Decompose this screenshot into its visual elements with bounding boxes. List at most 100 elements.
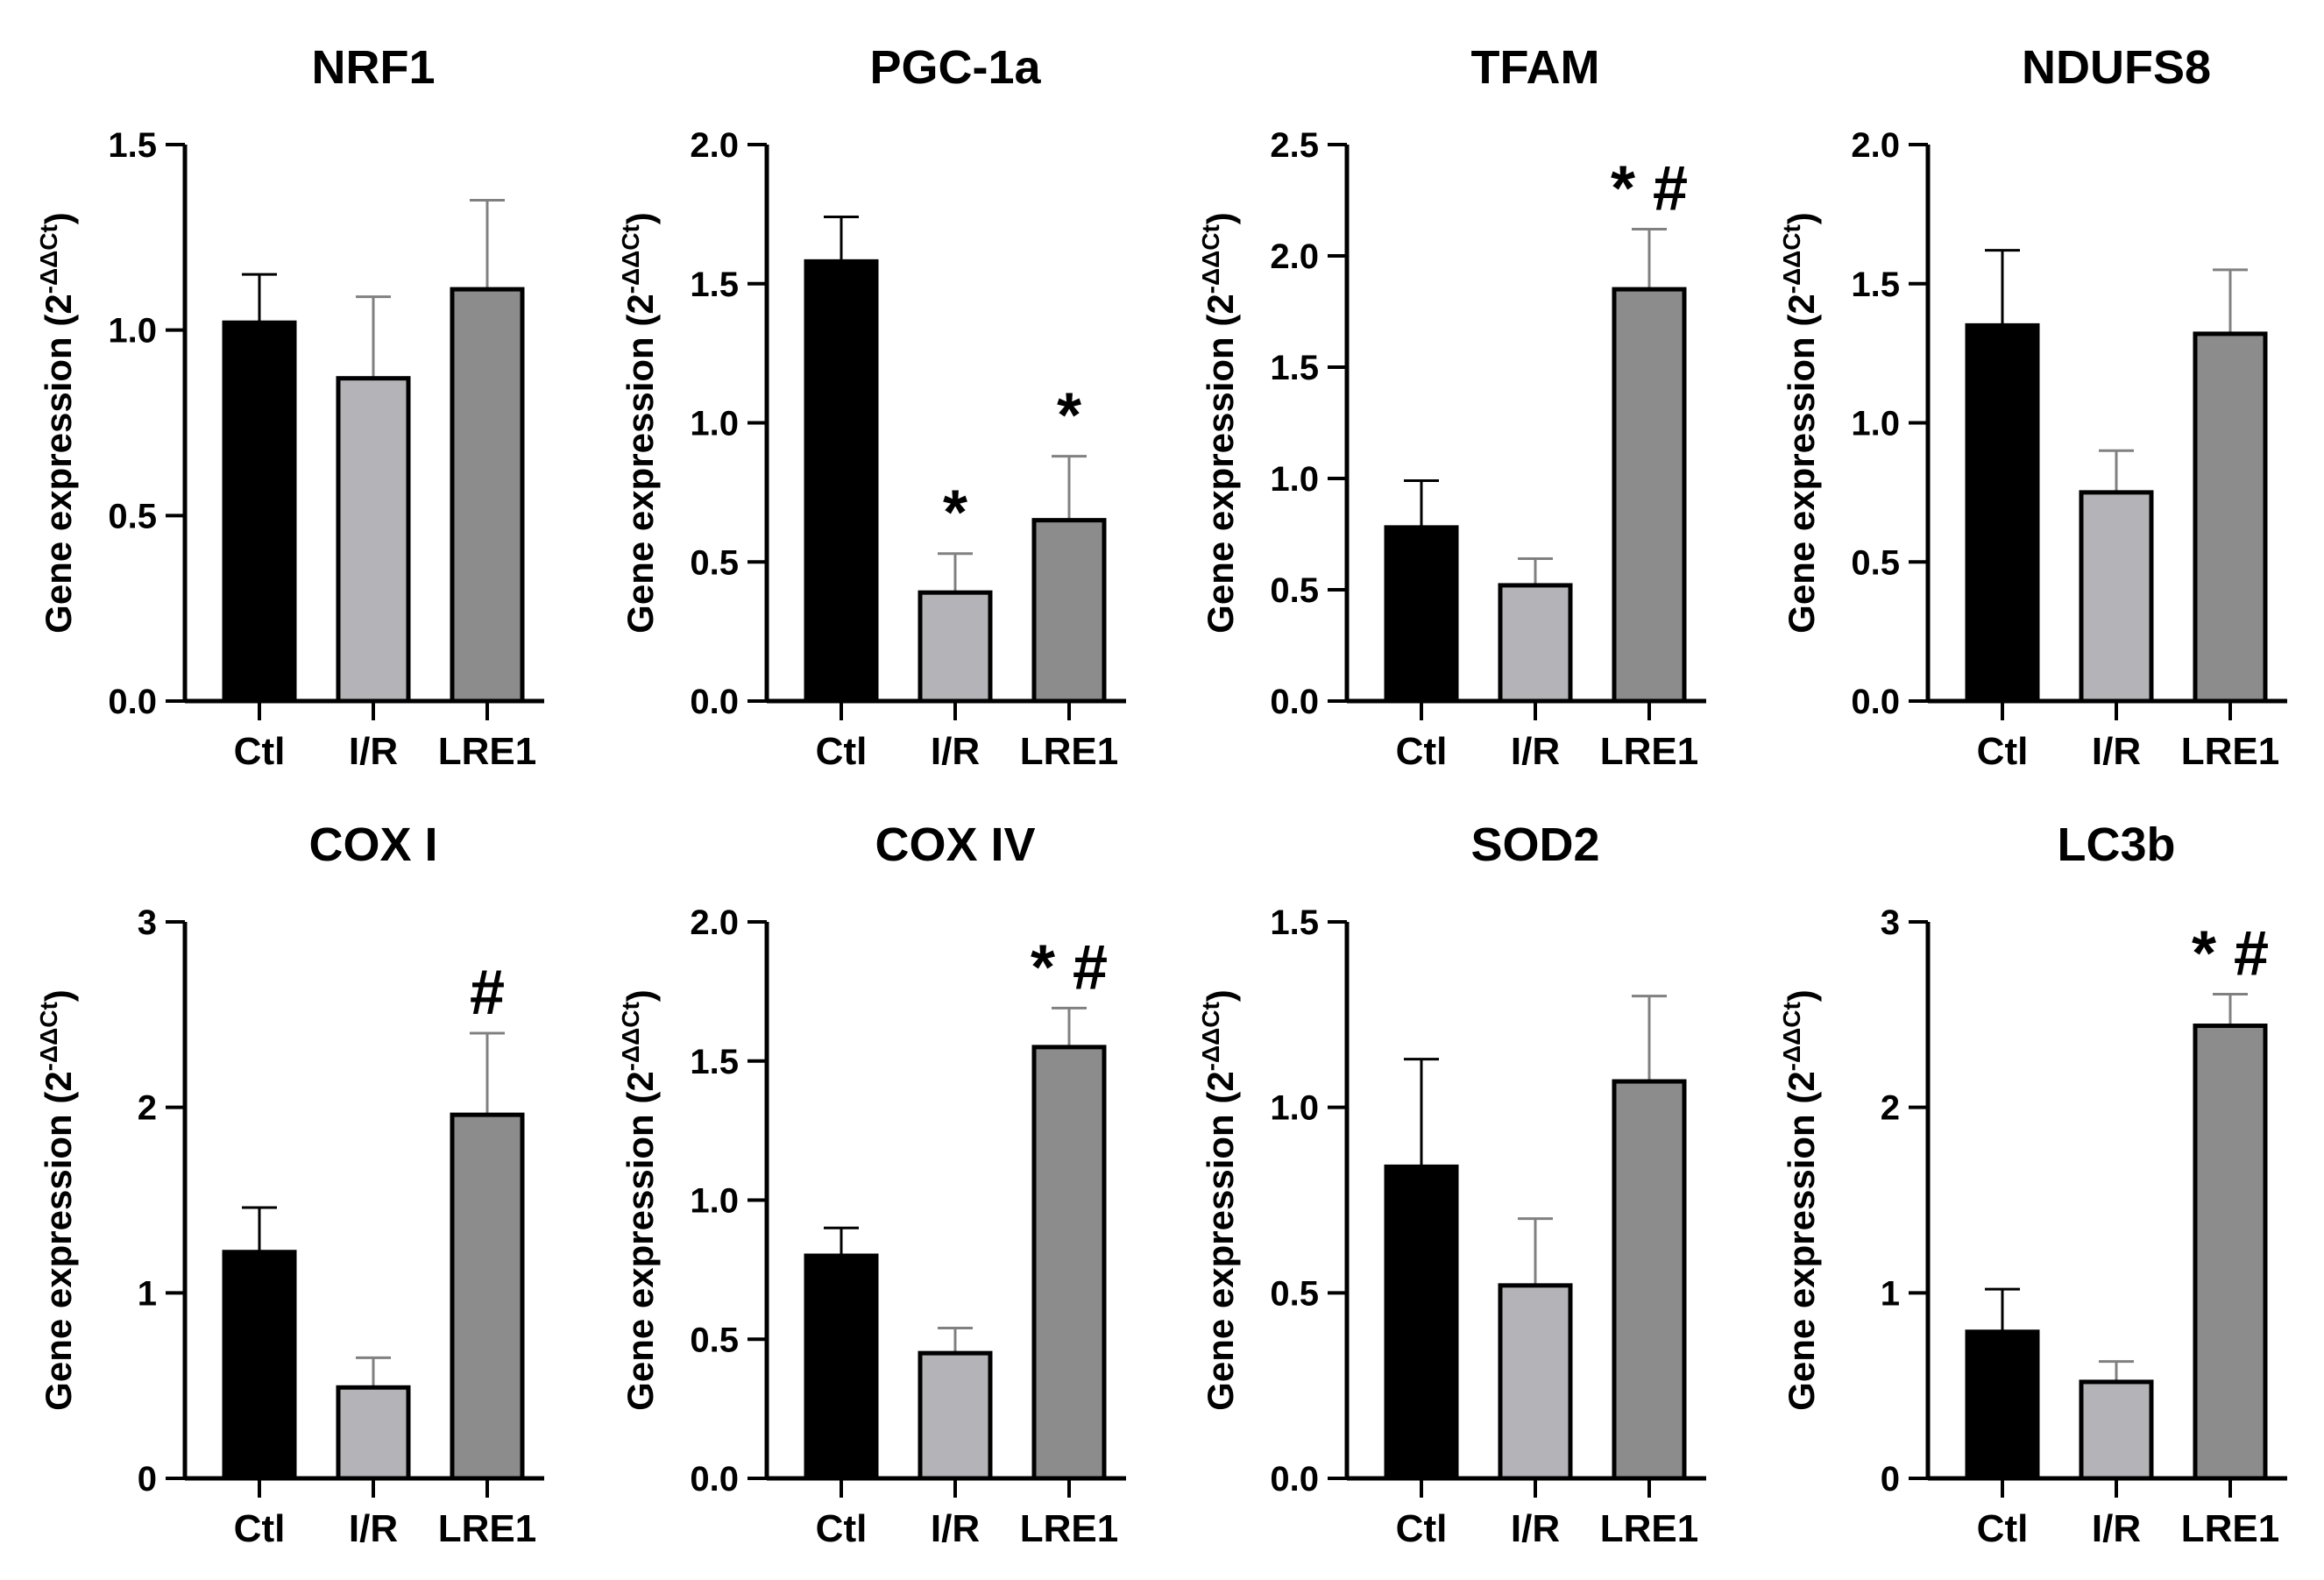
chart-title: COX I [308,818,437,871]
y-tick-label: 0.5 [1270,571,1319,610]
y-axis-label: Gene expression (2-ΔΔCt) [1197,212,1241,634]
y-tick-label: 0.5 [1851,543,1900,582]
y-tick-label: 0.5 [690,543,739,582]
y-tick-label: 1.0 [690,1182,739,1221]
chart-panel-4: NDUFS8 Gene expression (2-ΔΔCt) Ctl I/R LRE1… [1778,41,2287,773]
y-tick-label: 1.5 [690,266,739,304]
category-label: Ctl [1396,730,1448,773]
y-tick-label: 1.5 [1270,903,1319,942]
category-label: I/R [1511,1507,1560,1550]
bar-LRE1 [1031,1045,1107,1481]
bar-I/R [1498,1283,1573,1481]
y-tick-label: 2 [138,1089,157,1128]
y-tick-label: 3 [1881,903,1900,942]
y-axis-label: Gene expression (2-ΔΔCt) [1778,212,1822,634]
bar-Ctl [1384,525,1459,704]
y-tick-label: 0.5 [690,1321,739,1359]
y-tick-label: 1.0 [108,312,157,351]
y-tick-label: 0.0 [1270,1460,1319,1499]
bar-LRE1 [1612,1079,1687,1481]
chart-panel-3: TFAM Gene expression (2-ΔΔCt) Ctl I/R * # LRE… [1197,41,1706,773]
y-tick-label: 2.0 [1270,237,1319,276]
bar-LRE1 [1031,518,1107,704]
chart-title: LC3b [2058,818,2176,871]
category-label: LRE1 [2181,730,2279,773]
category-label: I/R [931,730,980,773]
category-label: LRE1 [438,730,536,773]
y-tick-label: 1.5 [690,1043,739,1081]
bar-Ctl [222,1250,297,1481]
category-label: LRE1 [2181,1507,2279,1550]
significance-marker: * # [2192,919,2269,989]
bar-LRE1 [450,1112,525,1481]
bar-Ctl [1965,1329,2040,1481]
category-label: Ctl [816,730,868,773]
y-tick-label: 2.5 [1270,126,1319,165]
bar-I/R [1498,583,1573,704]
y-tick-label: 0.5 [1270,1274,1319,1313]
y-axis-label: Gene expression (2-ΔΔCt) [617,989,661,1411]
category-label: Ctl [816,1507,868,1550]
y-tick-label: 2 [1881,1089,1900,1128]
chart-title: NRF1 [311,41,435,94]
y-tick-label: 0.0 [108,683,157,721]
category-label: LRE1 [438,1507,536,1550]
chart-panel-2: PGC-1a Gene expression (2-ΔΔCt) Ctl * I/R * LR… [617,41,1126,773]
y-tick-label: 0.0 [690,1460,739,1499]
y-tick-label: 0 [1881,1460,1900,1499]
chart-title: TFAM [1471,41,1600,94]
category-label: I/R [349,730,398,773]
y-tick-label: 3 [138,903,157,942]
y-tick-label: 2.0 [690,903,739,942]
chart-panel-1: NRF1 Gene expression (2-ΔΔCt) Ctl I/R LRE1 0.… [35,41,544,773]
y-tick-label: 0.0 [690,683,739,721]
chart-panel-5: COX I Gene expression (2-ΔΔCt) Ctl I/R # LRE1… [35,818,544,1550]
bar-Ctl [804,259,879,704]
y-tick-label: 0.0 [1270,683,1319,721]
significance-marker: * [943,478,967,549]
y-tick-label: 0.5 [108,497,157,535]
significance-marker: * [1057,381,1081,451]
category-label: I/R [931,1507,980,1550]
category-label: Ctl [1977,1507,2029,1550]
y-tick-label: 1.5 [108,126,157,165]
bar-Ctl [1965,322,2040,704]
category-label: LRE1 [1600,1507,1698,1550]
category-label: LRE1 [1020,1507,1118,1550]
y-tick-label: 0.0 [1851,683,1900,721]
category-label: Ctl [1977,730,2029,773]
bar-LRE1 [1612,287,1687,704]
bar-I/R [918,590,993,704]
y-axis-label: Gene expression (2-ΔΔCt) [35,989,79,1411]
category-label: I/R [349,1507,398,1550]
significance-marker: * # [1031,932,1108,1003]
y-tick-label: 2.0 [1851,126,1900,165]
bar-I/R [336,376,411,704]
category-label: Ctl [234,1507,286,1550]
chart-panel-7: SOD2 Gene expression (2-ΔΔCt) Ctl I/R LRE1 0.… [1197,818,1706,1550]
bar-Ctl [222,320,297,704]
y-axis-label: Gene expression (2-ΔΔCt) [1778,989,1822,1411]
y-axis-label: Gene expression (2-ΔΔCt) [1197,989,1241,1411]
bar-LRE1 [450,287,525,704]
chart-title: COX IV [875,818,1035,871]
category-label: Ctl [234,730,286,773]
y-tick-label: 1.0 [1270,1089,1319,1128]
y-tick-label: 1 [138,1274,157,1313]
category-label: LRE1 [1600,730,1698,773]
bar-I/R [2079,490,2154,704]
bar-I/R [2079,1379,2154,1481]
category-label: I/R [2092,1507,2141,1550]
bar-Ctl [1384,1164,1459,1481]
bar-Ctl [804,1253,879,1481]
category-label: LRE1 [1020,730,1118,773]
chart-title: SOD2 [1470,818,1599,871]
category-label: I/R [2092,730,2141,773]
chart-title: PGC-1a [869,41,1041,94]
significance-marker: # [470,958,505,1028]
y-tick-label: 1 [1881,1274,1900,1313]
y-tick-label: 1.0 [1270,460,1319,499]
chart-panel-6: COX IV Gene expression (2-ΔΔCt) Ctl I/R * # L… [617,818,1126,1550]
y-axis-label: Gene expression (2-ΔΔCt) [35,212,79,634]
